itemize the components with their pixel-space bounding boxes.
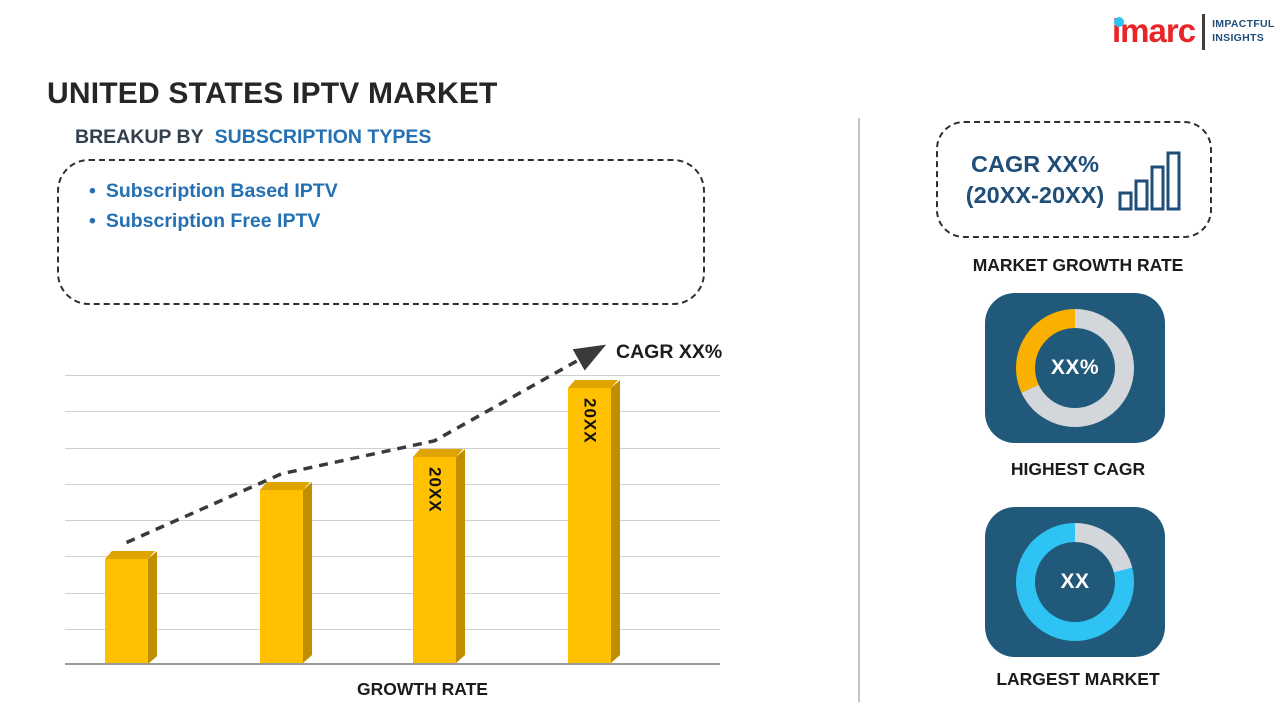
breakup-heading: BREAKUP BY SUBSCRIPTION TYPES: [75, 126, 431, 149]
tagline-line1: IMPACTFUL: [1212, 18, 1275, 30]
donut-chart-largest-market: XX: [1016, 523, 1134, 641]
chart-bar: [260, 481, 312, 663]
gridline: [65, 483, 720, 485]
highest-cagr-label: HIGHEST CAGR: [1010, 459, 1146, 479]
breakup-heading-prefix: BREAKUP BY: [75, 126, 204, 148]
bar-label: 20XX: [580, 398, 600, 444]
cagr-summary-text: CAGR XX% (20XX-20XX): [966, 149, 1104, 210]
subscription-type-item: • Subscription Based IPTV: [89, 176, 683, 206]
chart-bar: 20XX: [568, 380, 620, 663]
subscription-type-item: • Subscription Free IPTV: [89, 206, 683, 236]
breakup-heading-highlight: SUBSCRIPTION TYPES: [214, 126, 432, 148]
subscription-types-list: • Subscription Based IPTV • Subscription Fr…: [89, 176, 683, 236]
growth-bars-icon: [1118, 151, 1181, 210]
chart-bar: [105, 550, 157, 663]
logo-separator: [1202, 14, 1206, 50]
gridline: [65, 556, 720, 558]
x-axis-baseline: [65, 663, 720, 665]
cagr-line1: CAGR XX%: [971, 150, 1099, 177]
page-title: UNITED STATES IPTV MARKET: [47, 77, 498, 111]
highest-cagr-value: XX%: [1050, 356, 1100, 379]
cagr-line2: (20XX-20XX): [965, 181, 1105, 208]
largest-market-card: XX: [985, 507, 1165, 657]
gridline: [65, 592, 720, 594]
largest-market-label: LARGEST MARKET: [996, 669, 1160, 689]
imarc-logo: imarc IMPACTFUL INSIGHTS: [1112, 14, 1275, 50]
largest-market-value: XX: [1060, 570, 1090, 593]
donut-chart-highest-cagr: XX%: [1016, 309, 1134, 427]
tagline-line2: INSIGHTS: [1212, 31, 1265, 44]
gridline: [65, 628, 720, 630]
logo-tagline: IMPACTFUL INSIGHTS: [1212, 18, 1275, 45]
chart-cagr-label: CAGR XX%: [616, 341, 723, 363]
market-growth-rate-label: MARKET GROWTH RATE: [972, 255, 1184, 275]
bullet-icon: •: [89, 210, 96, 233]
brand-text: imarc: [1112, 12, 1196, 49]
logo-dot-icon: [1114, 17, 1124, 27]
bar-label: 20XX: [425, 466, 445, 513]
gridline: [65, 411, 720, 413]
highest-cagr-card: XX%: [985, 293, 1165, 443]
imarc-wordmark: imarc: [1112, 12, 1196, 49]
gridline: [65, 520, 720, 521]
bar-chart-area: 20XX 20XX: [65, 375, 720, 665]
subscription-types-box: • Subscription Based IPTV • Subscription Fr…: [57, 159, 705, 305]
chart-xlabel: GROWTH RATE: [357, 679, 488, 699]
chart-bar: 20XX: [413, 448, 465, 663]
gridline: [65, 375, 720, 376]
trend-arrow: [125, 344, 607, 545]
bullet-icon: •: [89, 180, 96, 202]
gridline: [65, 447, 720, 449]
subscription-type-text: Subscription Free IPTV: [105, 210, 321, 233]
cagr-summary-box: CAGR XX% (20XX-20XX): [936, 121, 1212, 238]
subscription-type-text: Subscription Based IPTV: [105, 180, 338, 202]
vertical-divider: [858, 118, 860, 702]
